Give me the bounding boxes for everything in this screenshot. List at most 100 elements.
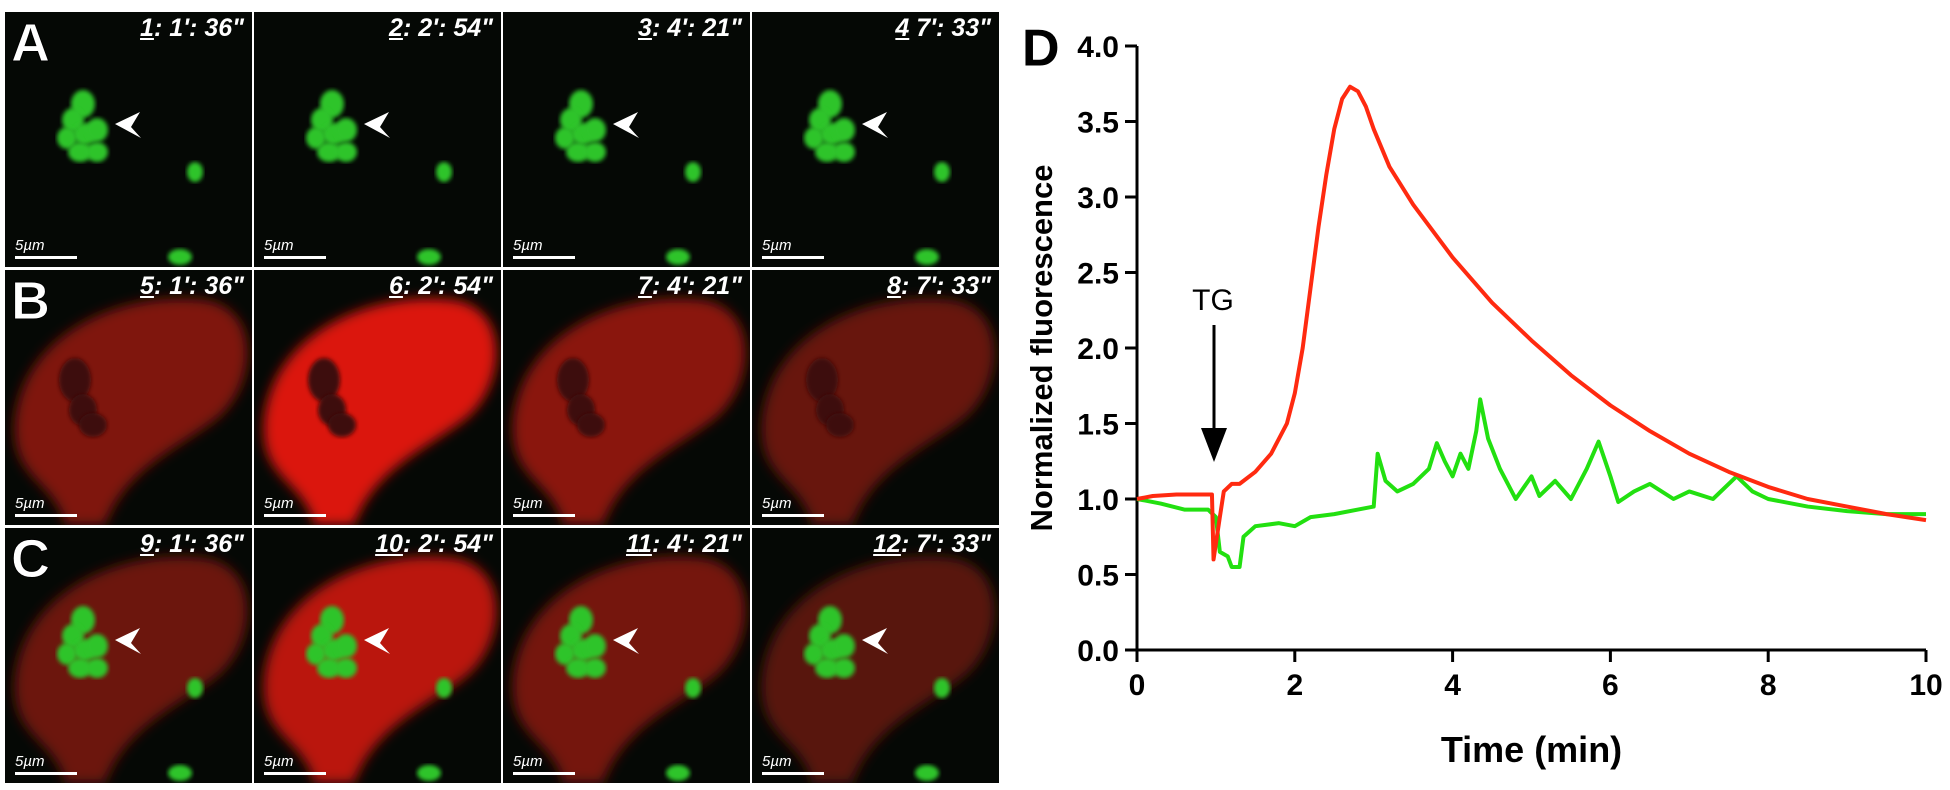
scale-label: 5µm (762, 495, 792, 512)
parasite (68, 142, 92, 162)
arrowhead (613, 628, 639, 654)
scale-bar: 5µm (762, 237, 824, 259)
arrowhead (862, 112, 888, 138)
parasite (555, 643, 575, 665)
parasite (815, 142, 839, 162)
parasite (685, 678, 701, 698)
frame-label: 9: 1': 36" (140, 530, 244, 559)
x-tick-label: 10 (1909, 669, 1942, 702)
arrowhead (613, 112, 639, 138)
frame-time: : 1': 36" (153, 272, 244, 300)
scale-label: 5µm (762, 753, 792, 770)
parasite (566, 658, 590, 678)
y-tick-label: 1.5 (1077, 409, 1119, 442)
frame-label: 11: 4': 21" (626, 530, 742, 559)
scale-label: 5µm (264, 753, 294, 770)
frame-label: 6: 2': 54" (389, 272, 493, 301)
scale-line (762, 514, 824, 517)
scale-label: 5µm (264, 495, 294, 512)
parasite (833, 634, 855, 658)
frame-label: 7: 4': 21" (638, 272, 742, 301)
parasite (187, 678, 203, 698)
image-panel: 3: 4': 21" 5µm (503, 12, 750, 267)
frame-label: 12: 7': 33" (873, 530, 991, 559)
micrograph (761, 556, 995, 783)
parasite (306, 127, 326, 149)
scale-bar: 5µm (15, 237, 77, 259)
parasite (915, 765, 939, 781)
cell-cytoplasm (512, 556, 746, 783)
y-tick-label: 0.5 (1077, 560, 1119, 593)
scale-line (513, 772, 575, 775)
image-panel: 1: 1': 36" 5µm A (5, 12, 252, 267)
parasite (306, 643, 326, 665)
frame-time: : 1': 36" (153, 14, 244, 42)
frame-number: 7 (638, 272, 652, 300)
scale-bar: 5µm (513, 237, 575, 259)
vacuole (308, 358, 340, 402)
micrograph (263, 298, 497, 525)
parasite (417, 249, 441, 265)
parasite (168, 765, 192, 781)
arrowhead (862, 628, 888, 654)
parasite (335, 634, 357, 658)
scale-label: 5µm (513, 237, 543, 254)
frame-label: 10: 2': 54" (375, 530, 493, 559)
frame-number: 1 (140, 14, 154, 42)
scale-bar: 5µm (264, 495, 326, 517)
cell-cytoplasm (14, 298, 248, 525)
scale-label: 5µm (513, 753, 543, 770)
scale-line (264, 256, 326, 259)
y-axis-label: Normalized fluorescence (1024, 165, 1059, 532)
parasite (86, 634, 108, 658)
frame-time: : 2': 54" (402, 530, 493, 558)
scale-line (15, 514, 77, 517)
vacuole (557, 358, 589, 402)
cell-cytoplasm (512, 298, 746, 525)
vacuole (328, 413, 356, 437)
parasite (584, 142, 606, 162)
vacuole (59, 358, 91, 402)
y-tick-label: 0.0 (1077, 635, 1119, 668)
scale-bar: 5µm (513, 753, 575, 775)
frame-number: 2 (389, 14, 403, 42)
frame-number: 10 (375, 530, 403, 558)
x-tick-label: 8 (1760, 669, 1777, 702)
parasite (436, 678, 452, 698)
frame-time: : 2': 54" (402, 272, 493, 300)
annotation: TG (1192, 284, 1234, 317)
row-label: C (11, 529, 51, 590)
frame-number: 12 (873, 530, 901, 558)
arrowhead (364, 628, 390, 654)
parasite (555, 127, 575, 149)
image-panel: 8: 7': 33" 5µm (752, 270, 999, 525)
parasite (436, 162, 452, 182)
frame-label: 3: 4': 21" (638, 14, 742, 43)
x-tick-label: 4 (1444, 669, 1461, 702)
frame-number: 3 (638, 14, 652, 42)
data-line (1136, 397, 1926, 569)
y-tick-label: 2.5 (1077, 258, 1119, 291)
scale-line (264, 772, 326, 775)
parasite (68, 658, 92, 678)
parasite (815, 658, 839, 678)
cell-cytoplasm (14, 556, 248, 783)
vacuole (577, 413, 605, 437)
parasite (666, 765, 690, 781)
y-tick-label: 3.5 (1077, 107, 1119, 140)
cell-cytoplasm (761, 298, 995, 525)
micrograph (14, 298, 248, 525)
cell-cytoplasm (263, 556, 497, 783)
parasite (833, 142, 855, 162)
frame-time: : 4': 21" (651, 14, 742, 42)
micrograph (57, 90, 203, 265)
annotation-arrowhead (1201, 428, 1227, 462)
vacuole (826, 413, 854, 437)
vacuole (806, 358, 838, 402)
frame-time: : 4': 21" (651, 530, 742, 558)
chart: D TG 0.0 0.5 1.0 1.5 2.0 2.5 3.0 3.5 4.0 0 2 4 6 8 10 T… (1022, 20, 1943, 770)
parasite (187, 162, 203, 182)
scale-bar: 5µm (762, 753, 824, 775)
parasite (685, 162, 701, 182)
image-panel: 12: 7': 33" 5µm (752, 528, 999, 783)
